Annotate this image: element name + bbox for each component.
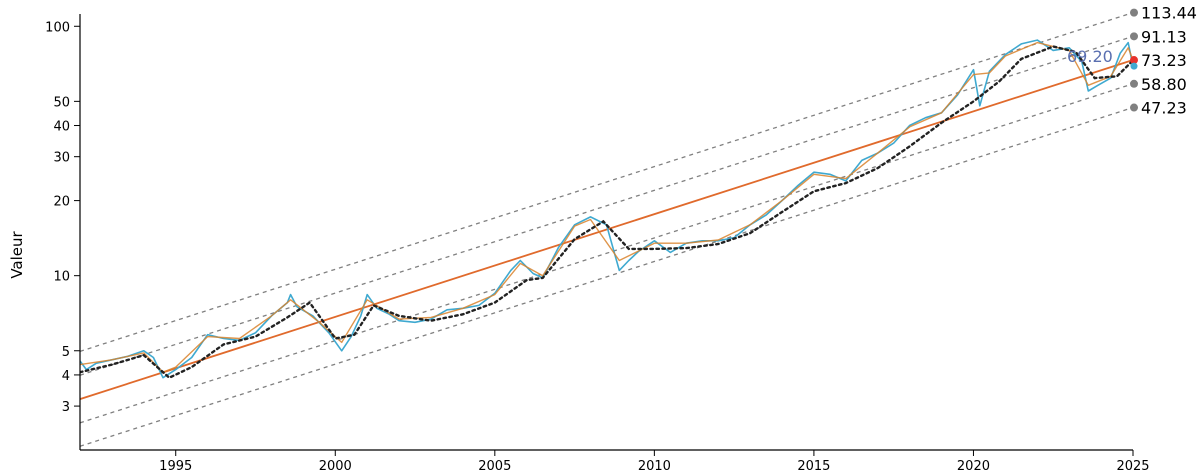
band-labels: 113.44 91.13 73.23 58.80 47.23 xyxy=(1130,4,1197,118)
y-tick-label: 3 xyxy=(62,400,70,415)
y-axis-label: Valeur xyxy=(8,230,26,278)
y-tick-label: 5 xyxy=(62,345,70,360)
band-marker xyxy=(1130,103,1138,112)
y-tick-label: 50 xyxy=(53,95,70,110)
trend-line xyxy=(80,59,1134,400)
band-marker xyxy=(1130,32,1138,41)
x-tick-label: 2025 xyxy=(1116,459,1149,474)
smoothed-series-line xyxy=(80,41,1134,373)
band-value-label: 47.23 xyxy=(1141,99,1187,118)
x-tick-label: 2005 xyxy=(478,459,511,474)
y-tick-label: 10 xyxy=(53,270,70,285)
price-series-line xyxy=(80,39,1134,379)
x-tick-label: 2015 xyxy=(797,459,830,474)
channel-band-line xyxy=(80,11,1134,353)
y-tick-label: 4 xyxy=(62,369,70,384)
y-tick-label: 40 xyxy=(53,120,70,135)
last-price-marker xyxy=(1130,62,1138,70)
band-marker xyxy=(1130,56,1138,65)
moving-average-line xyxy=(80,45,1135,380)
band-value-label: 73.23 xyxy=(1141,51,1187,70)
channel-band-line xyxy=(80,83,1134,424)
band-value-label: 58.80 xyxy=(1141,75,1187,94)
tick-labels: 3 4 5 10 20 30 40 50 100 1995 2000 2005 2010 2015 2020… xyxy=(45,20,1149,474)
last-price-label: 69.20 xyxy=(1067,47,1113,66)
band-value-label: 113.44 xyxy=(1141,4,1197,23)
x-tick-label: 2020 xyxy=(957,459,990,474)
band-marker xyxy=(1130,8,1138,17)
x-tick-label: 1995 xyxy=(159,459,192,474)
channel-band-line xyxy=(80,35,1134,376)
y-tick-label: 100 xyxy=(45,20,70,35)
channel-band-line xyxy=(80,106,1134,447)
axes xyxy=(79,14,1133,451)
y-tick-label: 30 xyxy=(53,151,70,166)
band-marker xyxy=(1130,79,1138,88)
y-tick-label: 20 xyxy=(53,195,70,210)
x-tick-label: 2000 xyxy=(319,459,352,474)
series-layer xyxy=(80,39,1135,400)
band-value-label: 91.13 xyxy=(1141,27,1187,46)
x-tick-label: 2010 xyxy=(638,459,671,474)
